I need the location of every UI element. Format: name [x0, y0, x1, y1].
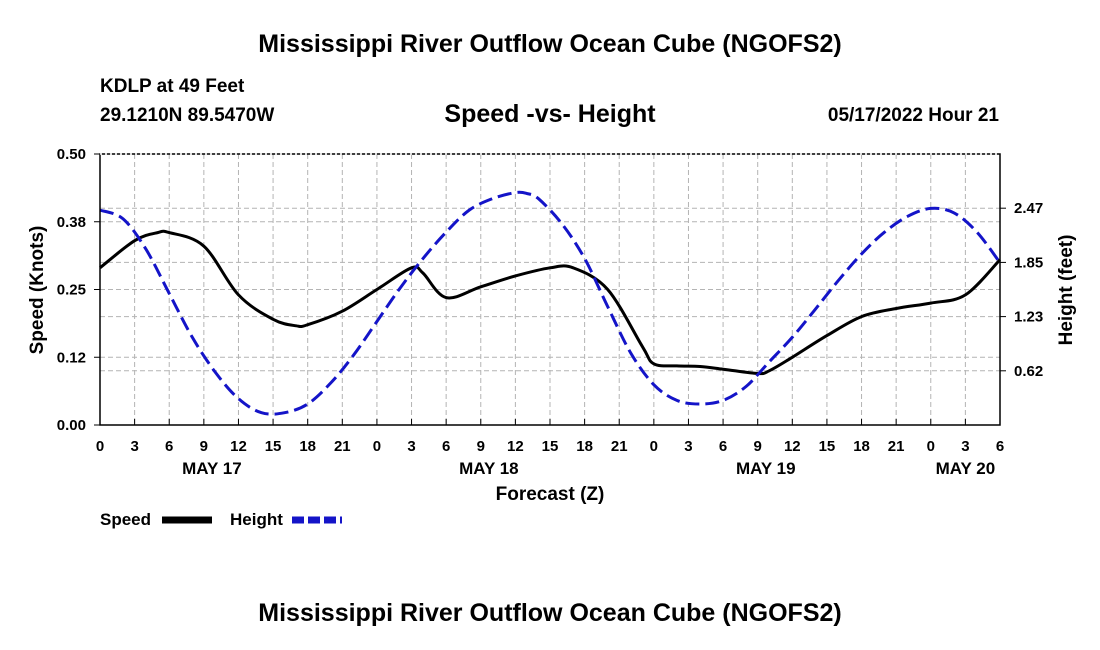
x-tick-label: 15 — [542, 438, 559, 455]
x-tick-label: 18 — [853, 438, 870, 455]
x-date-label: MAY 18 — [459, 459, 519, 478]
x-tick-label: 6 — [165, 438, 173, 455]
x-tick-label: 0 — [96, 438, 104, 455]
y2-axis-label: Height (feet) — [1056, 235, 1077, 346]
y-tick-label: 0.12 — [57, 349, 86, 366]
x-tick-label: 9 — [477, 438, 485, 455]
chart-main-title: Mississippi River Outflow Ocean Cube (NG… — [258, 30, 842, 58]
station-coordinates: 29.1210N 89.5470W — [100, 105, 275, 126]
y2-tick-label: 1.23 — [1014, 309, 1043, 326]
x-date-label: MAY 17 — [182, 459, 242, 478]
chart-subtitle: Speed -vs- Height — [444, 100, 656, 128]
series-line-height — [99, 190, 1002, 416]
y2-tick-label: 1.85 — [1014, 254, 1043, 271]
x-tick-label: 12 — [230, 438, 247, 455]
x-tick-label: 6 — [719, 438, 727, 455]
y2-tick-label: 0.62 — [1014, 363, 1043, 380]
x-tick-label: 0 — [373, 438, 381, 455]
footer-title: Mississippi River Outflow Ocean Cube (NG… — [258, 599, 842, 627]
x-tick-label: 3 — [130, 438, 138, 455]
x-tick-label: 3 — [407, 438, 415, 455]
x-tick-label: 0 — [650, 438, 658, 455]
x-tick-label: 6 — [442, 438, 450, 455]
chart-gridlines — [100, 154, 1000, 425]
x-tick-label: 15 — [265, 438, 282, 455]
y-tick-label: 0.00 — [57, 417, 86, 434]
chart-legend: Speed Height — [100, 510, 342, 529]
legend-label-height: Height — [230, 510, 283, 529]
x-tick-label: 21 — [888, 438, 905, 455]
x-tick-label: 9 — [200, 438, 208, 455]
x-tick-label: 0 — [927, 438, 935, 455]
chart-series — [99, 190, 1002, 416]
x-tick-label: 15 — [819, 438, 836, 455]
series-line-speed — [99, 229, 1002, 376]
y-tick-label: 0.25 — [57, 282, 86, 299]
y-axis-label: Speed (Knots) — [27, 226, 48, 355]
legend-label-speed: Speed — [100, 510, 151, 529]
x-tick-label: 18 — [576, 438, 593, 455]
chart-axes: 0 3 6 9 12 15 18 21 0 3 6 9 12 15 18 21 0 3 6 9 12 15 18 21 0 3 6 0… — [57, 146, 1043, 478]
x-tick-label: 6 — [996, 438, 1004, 455]
x-date-label: MAY 19 — [736, 459, 796, 478]
x-tick-label: 3 — [684, 438, 692, 455]
y2-tick-label: 2.47 — [1014, 200, 1043, 217]
speed-height-chart: 0 3 6 9 12 15 18 21 0 3 6 9 12 15 18 21 0 3 6 9 12 15 18 21 0 3 6 0… — [27, 146, 1077, 529]
x-tick-label: 21 — [334, 438, 351, 455]
x-tick-label: 12 — [507, 438, 524, 455]
forecast-datetime: 05/17/2022 Hour 21 — [827, 105, 999, 126]
x-tick-label: 18 — [299, 438, 316, 455]
station-label: KDLP at 49 Feet — [100, 76, 245, 97]
x-tick-label: 3 — [961, 438, 969, 455]
x-axis-label: Forecast (Z) — [496, 484, 605, 505]
x-date-label: MAY 20 — [936, 459, 996, 478]
y-tick-label: 0.38 — [57, 214, 86, 231]
x-tick-label: 12 — [784, 438, 801, 455]
x-tick-label: 21 — [611, 438, 628, 455]
y-tick-label: 0.50 — [57, 146, 86, 163]
x-tick-label: 9 — [754, 438, 762, 455]
